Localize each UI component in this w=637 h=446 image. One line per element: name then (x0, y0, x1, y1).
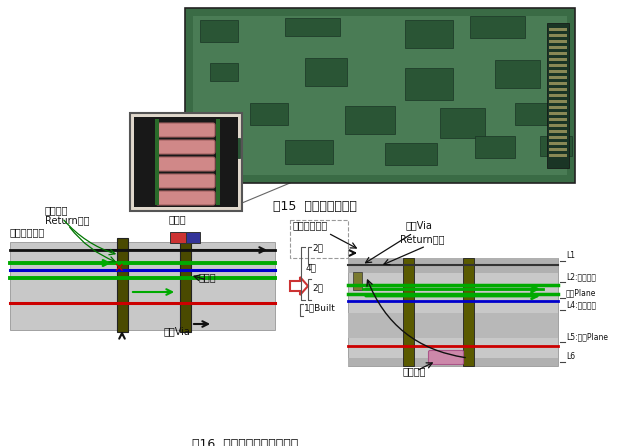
Bar (549, 88, 567, 91)
FancyBboxPatch shape (429, 351, 464, 364)
Bar (205, 138, 240, 158)
Bar (348, 258, 558, 273)
Bar (348, 313, 558, 338)
Bar (345, 106, 395, 134)
Bar (193, 16, 567, 175)
Bar (117, 238, 128, 332)
Bar (549, 28, 567, 31)
Text: 電容器: 電容器 (168, 214, 186, 224)
Bar (348, 258, 558, 366)
FancyBboxPatch shape (156, 140, 215, 154)
Bar (440, 108, 485, 138)
Text: 信號流動方向: 信號流動方向 (10, 227, 45, 237)
Text: Return路徑: Return路徑 (45, 215, 90, 225)
Bar (547, 23, 569, 168)
FancyBboxPatch shape (156, 191, 215, 205)
Bar (549, 76, 567, 79)
FancyBboxPatch shape (156, 174, 215, 188)
Bar (549, 82, 567, 85)
Bar (130, 113, 242, 211)
Bar (495, 60, 540, 88)
Bar (305, 58, 347, 86)
Bar (200, 20, 238, 42)
Bar (290, 220, 348, 258)
Bar (549, 148, 567, 151)
Bar (515, 103, 555, 125)
Bar (549, 58, 567, 61)
Bar (185, 8, 575, 183)
Text: L4:信號導線: L4:信號導線 (566, 300, 596, 309)
Text: 雷射Via: 雷射Via (406, 220, 433, 230)
Bar (134, 117, 238, 207)
Bar (155, 119, 159, 205)
Bar (210, 63, 238, 81)
Bar (170, 232, 186, 243)
Bar (250, 103, 288, 125)
Bar (353, 272, 362, 290)
Bar (186, 232, 200, 243)
Text: 1層Built: 1層Built (304, 303, 336, 312)
Bar (285, 18, 340, 36)
Text: L5:電源Plane: L5:電源Plane (566, 332, 608, 341)
Bar (549, 112, 567, 115)
Text: 2層: 2層 (312, 243, 323, 252)
Bar (549, 124, 567, 127)
FancyBboxPatch shape (156, 157, 215, 171)
Bar (549, 130, 567, 133)
Text: Return路徑: Return路徑 (400, 234, 445, 244)
Bar (180, 238, 191, 332)
Text: 圖16  改變基板層結構的方法: 圖16 改變基板層結構的方法 (192, 438, 298, 446)
Text: 元件導線: 元件導線 (403, 366, 427, 376)
Bar (463, 258, 474, 366)
Bar (549, 64, 567, 67)
Text: 信號流動方向: 信號流動方向 (293, 220, 328, 230)
Bar (549, 52, 567, 55)
Text: 接地Plane: 接地Plane (566, 288, 596, 297)
Bar (475, 136, 515, 158)
Text: 貫穿Via: 貫穿Via (164, 326, 190, 336)
Bar (549, 46, 567, 49)
FancyBboxPatch shape (156, 123, 215, 137)
Bar (540, 136, 572, 156)
Bar (549, 136, 567, 139)
Text: L1: L1 (566, 251, 575, 260)
Bar (403, 258, 414, 366)
Text: L6: L6 (566, 352, 575, 361)
Bar (285, 140, 333, 164)
Text: 2層: 2層 (312, 283, 323, 292)
Bar (348, 358, 558, 366)
Text: 產生迴路: 產生迴路 (45, 205, 69, 215)
Bar (549, 142, 567, 145)
Bar (405, 68, 453, 100)
Bar (216, 119, 220, 205)
Text: 4層: 4層 (306, 263, 317, 272)
Bar (385, 143, 437, 165)
Bar (549, 34, 567, 37)
Bar (549, 40, 567, 43)
Bar (405, 20, 453, 48)
Bar (549, 94, 567, 97)
Text: L2:信號導線: L2:信號導線 (566, 272, 596, 281)
Text: ✕: ✕ (114, 261, 124, 274)
Bar (549, 100, 567, 103)
Bar (10, 242, 275, 330)
Text: 電源層: 電源層 (199, 272, 217, 282)
Bar (470, 16, 525, 38)
Bar (549, 70, 567, 73)
Text: 圖15  被測基板的外觀: 圖15 被測基板的外觀 (273, 200, 357, 213)
Bar (549, 106, 567, 109)
Bar (549, 118, 567, 121)
Bar (549, 154, 567, 157)
